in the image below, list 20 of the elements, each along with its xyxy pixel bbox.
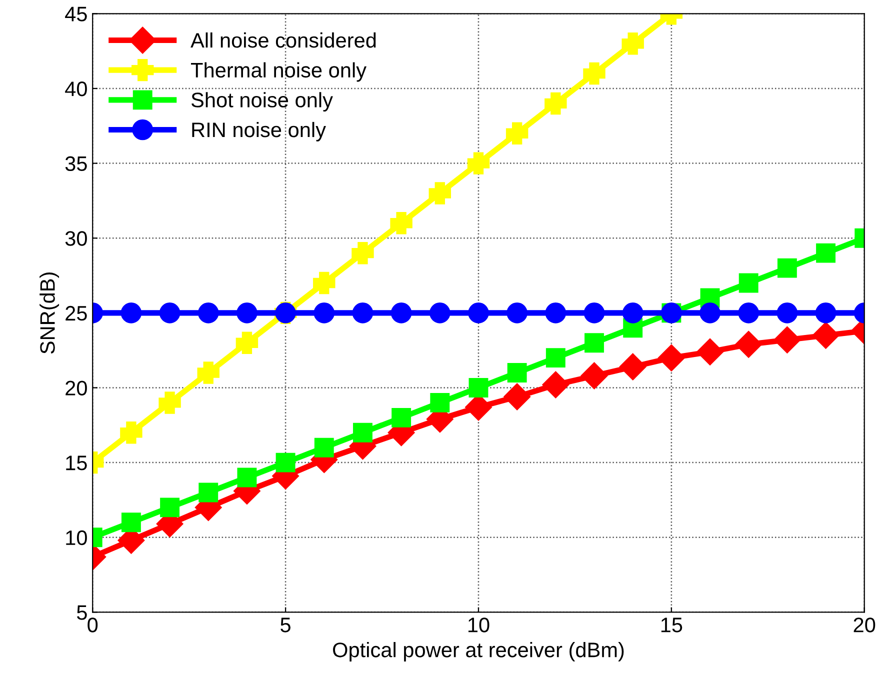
y-tick-label: 10 [66, 530, 87, 546]
y-axis-title: SNR(dB) [40, 272, 60, 354]
y-tick-label: 5 [76, 605, 87, 620]
legend-label: All noise considered [190, 32, 376, 48]
x-axis-title: Optical power at receiver (dBm) [333, 642, 624, 662]
x-tick-label: 5 [280, 618, 290, 632]
y-tick-label: 30 [65, 231, 87, 246]
legend-label: RIN noise only [192, 122, 326, 142]
x-tick-label: 15 [661, 618, 682, 632]
x-tick-label: 10 [468, 618, 490, 632]
y-tick-label: 45 [65, 6, 87, 22]
y-tick-label: 35 [65, 156, 87, 172]
legend-label: Shot noise only [191, 92, 333, 112]
y-tick-label: 15 [66, 456, 87, 470]
y-tick-label: 40 [65, 81, 87, 96]
y-tick-label: 25 [66, 306, 87, 321]
legend-label: Thermal noise only [190, 62, 366, 82]
y-tick-label: 20 [66, 380, 87, 396]
x-tick-label: 20 [854, 618, 876, 632]
x-tick-label: 0 [88, 618, 98, 632]
